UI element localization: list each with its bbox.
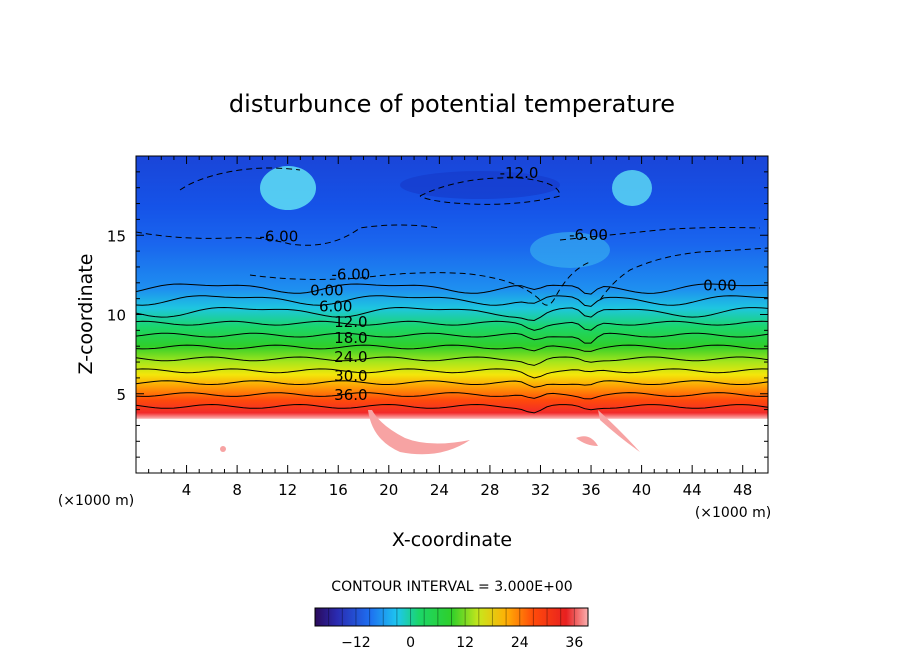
contour-line	[136, 306, 768, 322]
colorbar-tick-label: 36	[565, 635, 583, 651]
contour-label: -12.0	[500, 164, 539, 182]
x-tick-label: 28	[480, 481, 499, 499]
x-tick-label: 12	[278, 481, 297, 499]
contour-label: 24.0	[334, 348, 367, 366]
chart-title: disturbunce of potential temperature	[229, 90, 675, 118]
colorbar	[314, 607, 589, 627]
negative-contour-line	[599, 247, 768, 301]
x-tick-label: 36	[581, 481, 600, 499]
negative-contour-line	[419, 177, 561, 205]
y-tick-label: 15	[107, 227, 126, 245]
contour-label: 18.0	[334, 329, 367, 347]
colorbar-tick-label: 12	[456, 635, 474, 651]
warm-anomaly-patch	[220, 446, 226, 452]
cold-pocket	[530, 232, 610, 268]
x-tick-label: 48	[733, 481, 752, 499]
warm-anomaly-patch	[576, 436, 598, 446]
y-tick-label: 10	[107, 307, 126, 325]
contour-label: 36.0	[334, 386, 367, 404]
x-tick-label: 32	[531, 481, 550, 499]
contour-label: 0.00	[703, 277, 736, 295]
contour-label: -6.00	[331, 266, 370, 284]
negative-contour-line	[249, 261, 591, 306]
plot-area	[136, 156, 768, 473]
colorbar-tick-label: −12	[341, 635, 371, 651]
warm-anomaly-patch	[598, 410, 640, 452]
warm-anomaly-patch	[368, 410, 470, 455]
negative-contour-line	[136, 224, 441, 246]
contour-line	[136, 380, 768, 388]
contour-label: 0.00	[310, 281, 343, 299]
x-tick-label: 8	[232, 481, 242, 499]
x-tick-label: 40	[632, 481, 651, 499]
x-tick-label: 4	[182, 481, 192, 499]
field-fill	[136, 156, 768, 473]
contour-line	[136, 295, 768, 307]
contour-line	[136, 332, 768, 344]
contour-line	[136, 283, 768, 295]
contour-line	[136, 403, 768, 414]
contour-label: 30.0	[334, 367, 367, 385]
colorbar-tick-label: 0	[406, 635, 415, 651]
cold-pocket	[260, 166, 316, 210]
x-tick-label: 20	[379, 481, 398, 499]
contour-label: 6.00	[319, 297, 352, 315]
negative-contour-line	[179, 167, 301, 191]
contour-line	[136, 344, 768, 352]
contour-label: -6.00	[569, 226, 608, 244]
y-tick-label: 5	[116, 386, 126, 404]
x-unit-label: (×1000 m)	[695, 505, 771, 521]
contour-label: 12.0	[334, 313, 367, 331]
x-axis-label: X-coordinate	[392, 529, 512, 551]
contour-label: -6.00	[259, 228, 298, 246]
contour-interval-text: CONTOUR INTERVAL = 3.000E+00	[331, 579, 572, 595]
contour-line	[136, 320, 768, 331]
colorbar-tick-label: 24	[511, 635, 529, 651]
z-unit-label: (×1000 m)	[58, 493, 134, 509]
contour-line	[136, 392, 768, 400]
negative-contour-line	[559, 227, 761, 241]
contour-line	[136, 368, 768, 379]
cold-pocket	[612, 170, 652, 206]
contour-line	[136, 356, 768, 366]
x-tick-label: 16	[329, 481, 348, 499]
y-axis-label: Z-coordinate	[75, 254, 97, 375]
x-tick-label: 44	[683, 481, 702, 499]
x-tick-label: 24	[430, 481, 449, 499]
